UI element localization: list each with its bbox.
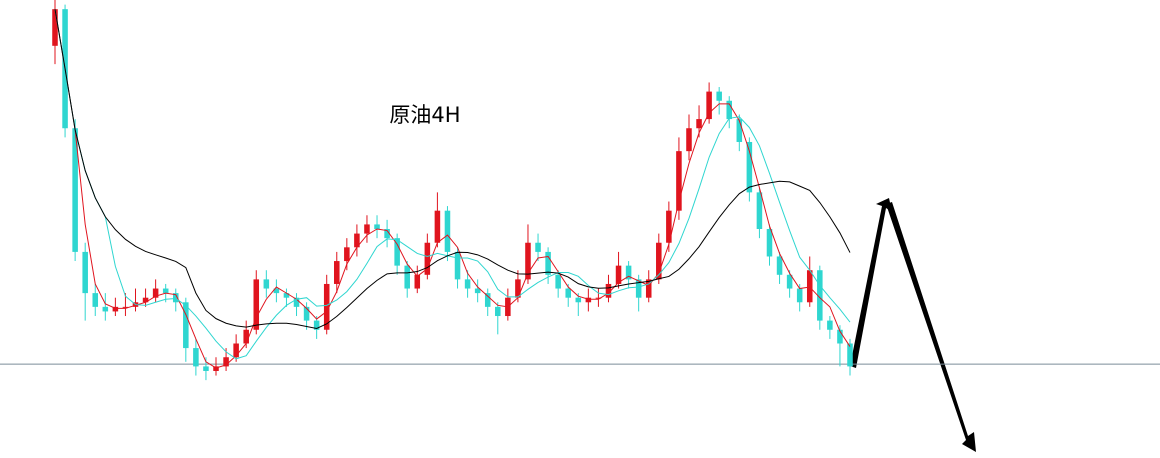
- candle-body: [253, 279, 260, 330]
- candle-body: [162, 288, 169, 294]
- candle-body: [404, 265, 410, 289]
- candle-body: [535, 242, 541, 252]
- candle-body: [243, 329, 249, 344]
- candle-body: [303, 306, 310, 321]
- moving-average: [54, 9, 851, 360]
- candle-body: [263, 279, 270, 289]
- candle-body: [313, 320, 320, 330]
- candle-body: [414, 274, 421, 289]
- candle-body: [696, 119, 702, 129]
- candle-body: [796, 288, 803, 303]
- candle-body: [424, 242, 431, 275]
- candle-body: [454, 251, 461, 280]
- candle-body: [384, 229, 390, 239]
- candle-body: [545, 251, 551, 275]
- candle-body: [575, 297, 582, 303]
- candle-body: [746, 141, 753, 193]
- candle-body: [776, 256, 783, 275]
- candle-body: [806, 270, 813, 303]
- candle-body: [565, 288, 571, 298]
- candle-body: [152, 288, 159, 298]
- candle-body: [233, 343, 239, 358]
- candle-body: [364, 224, 370, 234]
- candle-body: [142, 297, 149, 303]
- candle-body: [334, 261, 340, 284]
- candle-body: [354, 233, 360, 248]
- candle-body: [474, 288, 481, 294]
- candle-body: [645, 279, 652, 298]
- candle-body: [344, 247, 350, 262]
- candle-body: [223, 357, 229, 367]
- arrow-down: [886, 202, 976, 452]
- candle-body: [555, 274, 561, 289]
- candle-body: [484, 293, 491, 307]
- candle-body: [172, 293, 179, 303]
- candle-body: [72, 128, 78, 252]
- candle-body: [515, 279, 521, 298]
- candle-body: [656, 242, 662, 280]
- candle-body: [635, 279, 642, 298]
- moving-average: [54, 9, 851, 329]
- candle-body: [213, 366, 219, 371]
- candle-body: [847, 343, 853, 367]
- candle-body: [585, 297, 592, 303]
- candle-body: [676, 151, 682, 211]
- candle-body: [193, 348, 199, 367]
- candle-body: [183, 302, 189, 349]
- candle-body: [525, 242, 531, 280]
- candle-body: [625, 265, 632, 280]
- candle-body: [434, 210, 441, 243]
- candle-body: [736, 119, 743, 142]
- candle-body: [52, 9, 58, 46]
- candle-body: [706, 91, 712, 120]
- candle-body: [756, 192, 763, 229]
- candle-body: [112, 306, 119, 312]
- candle-body: [666, 210, 672, 243]
- candle-body: [786, 274, 793, 289]
- candle-body: [323, 283, 330, 330]
- candle-body: [82, 251, 88, 294]
- candle-body: [374, 224, 380, 229]
- candle-body: [122, 306, 129, 308]
- candle-body: [293, 297, 300, 307]
- candle-body: [686, 128, 692, 152]
- candle-body: [817, 270, 823, 321]
- candle-body: [615, 265, 622, 284]
- candle-body: [394, 238, 400, 266]
- candle-body: [827, 320, 833, 330]
- candle-body: [283, 293, 290, 298]
- candle-body: [273, 288, 280, 294]
- candle-body: [766, 229, 773, 257]
- candle-body: [203, 366, 209, 371]
- candle-body: [837, 329, 843, 344]
- candle-body: [595, 297, 602, 299]
- chart-title: 原油4H: [389, 103, 460, 127]
- candle-body: [464, 279, 471, 289]
- candle-body: [726, 100, 733, 120]
- candle-body: [605, 283, 612, 298]
- candle-body: [444, 210, 451, 252]
- candle-body: [495, 306, 501, 317]
- arrow-up: [850, 198, 892, 368]
- moving-average: [54, 9, 851, 369]
- candle-body: [92, 293, 99, 307]
- candle-body: [716, 91, 722, 101]
- candle-body: [102, 306, 109, 312]
